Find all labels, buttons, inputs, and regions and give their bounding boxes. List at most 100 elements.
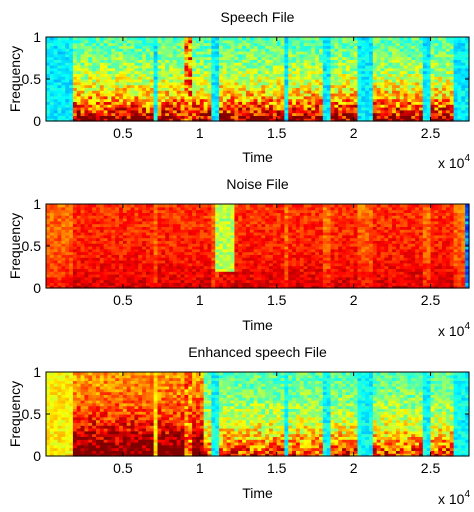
heatmap-cell <box>72 62 78 66</box>
heatmap-cell <box>234 251 239 255</box>
heatmap-cell <box>372 70 378 74</box>
heatmap-cell <box>426 98 432 102</box>
heatmap-cell <box>142 56 147 60</box>
heatmap-cell <box>238 73 243 77</box>
heatmap-cell <box>288 65 293 69</box>
heatmap-cell <box>161 115 166 119</box>
heatmap-cell <box>415 53 420 58</box>
heatmap-cell <box>80 39 86 44</box>
heatmap-cell <box>334 62 339 66</box>
heatmap-cell <box>445 62 451 66</box>
heatmap-cell <box>395 37 401 41</box>
heatmap-cell <box>207 218 212 222</box>
heatmap-cell <box>95 271 101 275</box>
heatmap-cell <box>434 39 439 44</box>
heatmap-cell <box>245 73 251 77</box>
heatmap-cell <box>349 112 355 116</box>
heatmap-cell <box>361 45 366 49</box>
heatmap-cell <box>207 67 212 72</box>
heatmap-cell <box>72 109 78 114</box>
heatmap-cell <box>176 62 182 66</box>
heatmap-cell <box>299 45 305 49</box>
heatmap-cell <box>415 67 420 72</box>
heatmap-cell <box>234 65 239 69</box>
heatmap-cell <box>230 98 236 102</box>
x-tick-label: 2.5 <box>421 125 441 141</box>
heatmap-cell <box>107 104 112 108</box>
heatmap-cell <box>242 220 247 225</box>
heatmap-cell <box>130 98 136 102</box>
heatmap-cell <box>257 90 262 94</box>
heatmap-cell <box>188 265 193 269</box>
heatmap-cell <box>72 209 78 213</box>
heatmap-cell <box>161 279 166 283</box>
heatmap-cell <box>192 90 197 94</box>
heatmap-cell <box>284 67 289 72</box>
heatmap-cell <box>169 45 174 49</box>
heatmap-cell <box>169 271 174 275</box>
heatmap-cell <box>130 234 136 239</box>
heatmap-cell <box>253 98 259 102</box>
heatmap-cell <box>234 112 239 116</box>
heatmap-cell <box>180 48 186 52</box>
heatmap-cell <box>172 53 178 58</box>
heatmap-cell <box>442 87 447 91</box>
heatmap-cell <box>153 254 159 258</box>
heatmap-cell <box>395 73 401 77</box>
heatmap-cell <box>161 209 166 213</box>
heatmap-cell <box>369 42 374 46</box>
heatmap-cell <box>226 229 232 233</box>
heatmap-cell <box>199 271 205 275</box>
heatmap-cell <box>76 112 82 116</box>
heatmap-cell <box>445 65 451 69</box>
heatmap-cell <box>53 274 59 278</box>
heatmap-cell <box>353 93 359 97</box>
heatmap-cell <box>288 90 293 94</box>
heatmap-cell <box>57 285 62 289</box>
heatmap-cell <box>149 65 155 69</box>
heatmap-cell <box>295 84 301 88</box>
heatmap-cell <box>180 285 186 289</box>
heatmap-cell <box>345 59 351 63</box>
heatmap-cell <box>122 262 128 267</box>
heatmap-cell <box>142 118 147 122</box>
heatmap-cell <box>122 279 128 283</box>
heatmap-cell <box>184 271 189 275</box>
heatmap-cell <box>103 265 109 269</box>
heatmap-cell <box>122 37 128 41</box>
heatmap-cell <box>80 209 86 213</box>
heatmap-cell <box>180 271 186 275</box>
heatmap-cell <box>145 98 151 102</box>
heatmap-cell <box>207 73 212 77</box>
heatmap-cell <box>426 93 432 97</box>
heatmap-cell <box>145 42 151 46</box>
heatmap-cell <box>226 246 232 250</box>
heatmap-cell <box>88 115 93 119</box>
heatmap-cell <box>69 107 74 111</box>
heatmap-cell <box>207 262 212 267</box>
heatmap-cell <box>88 243 93 247</box>
heatmap-cell <box>80 76 86 80</box>
heatmap-cell <box>184 237 189 241</box>
heatmap-cell <box>365 84 370 88</box>
heatmap-cell <box>72 73 78 77</box>
heatmap-cell <box>415 62 420 66</box>
heatmap-cell <box>284 115 289 119</box>
heatmap-cell <box>88 95 93 100</box>
heatmap-cell <box>57 257 62 261</box>
heatmap-cell <box>215 254 220 258</box>
heatmap-cell <box>165 254 170 258</box>
heatmap-cell <box>57 251 62 255</box>
heatmap-cell <box>249 62 255 66</box>
heatmap-cell <box>165 234 170 239</box>
heatmap-cell <box>169 70 174 74</box>
heatmap-cell <box>203 107 209 111</box>
heatmap-cell <box>369 115 374 119</box>
heatmap-cell <box>372 45 378 49</box>
heatmap-cell <box>46 76 51 80</box>
heatmap-cell <box>169 107 174 111</box>
heatmap-cell <box>272 104 278 108</box>
heatmap-cell <box>145 62 151 66</box>
heatmap-cell <box>180 212 186 216</box>
heatmap-cell <box>307 67 312 72</box>
